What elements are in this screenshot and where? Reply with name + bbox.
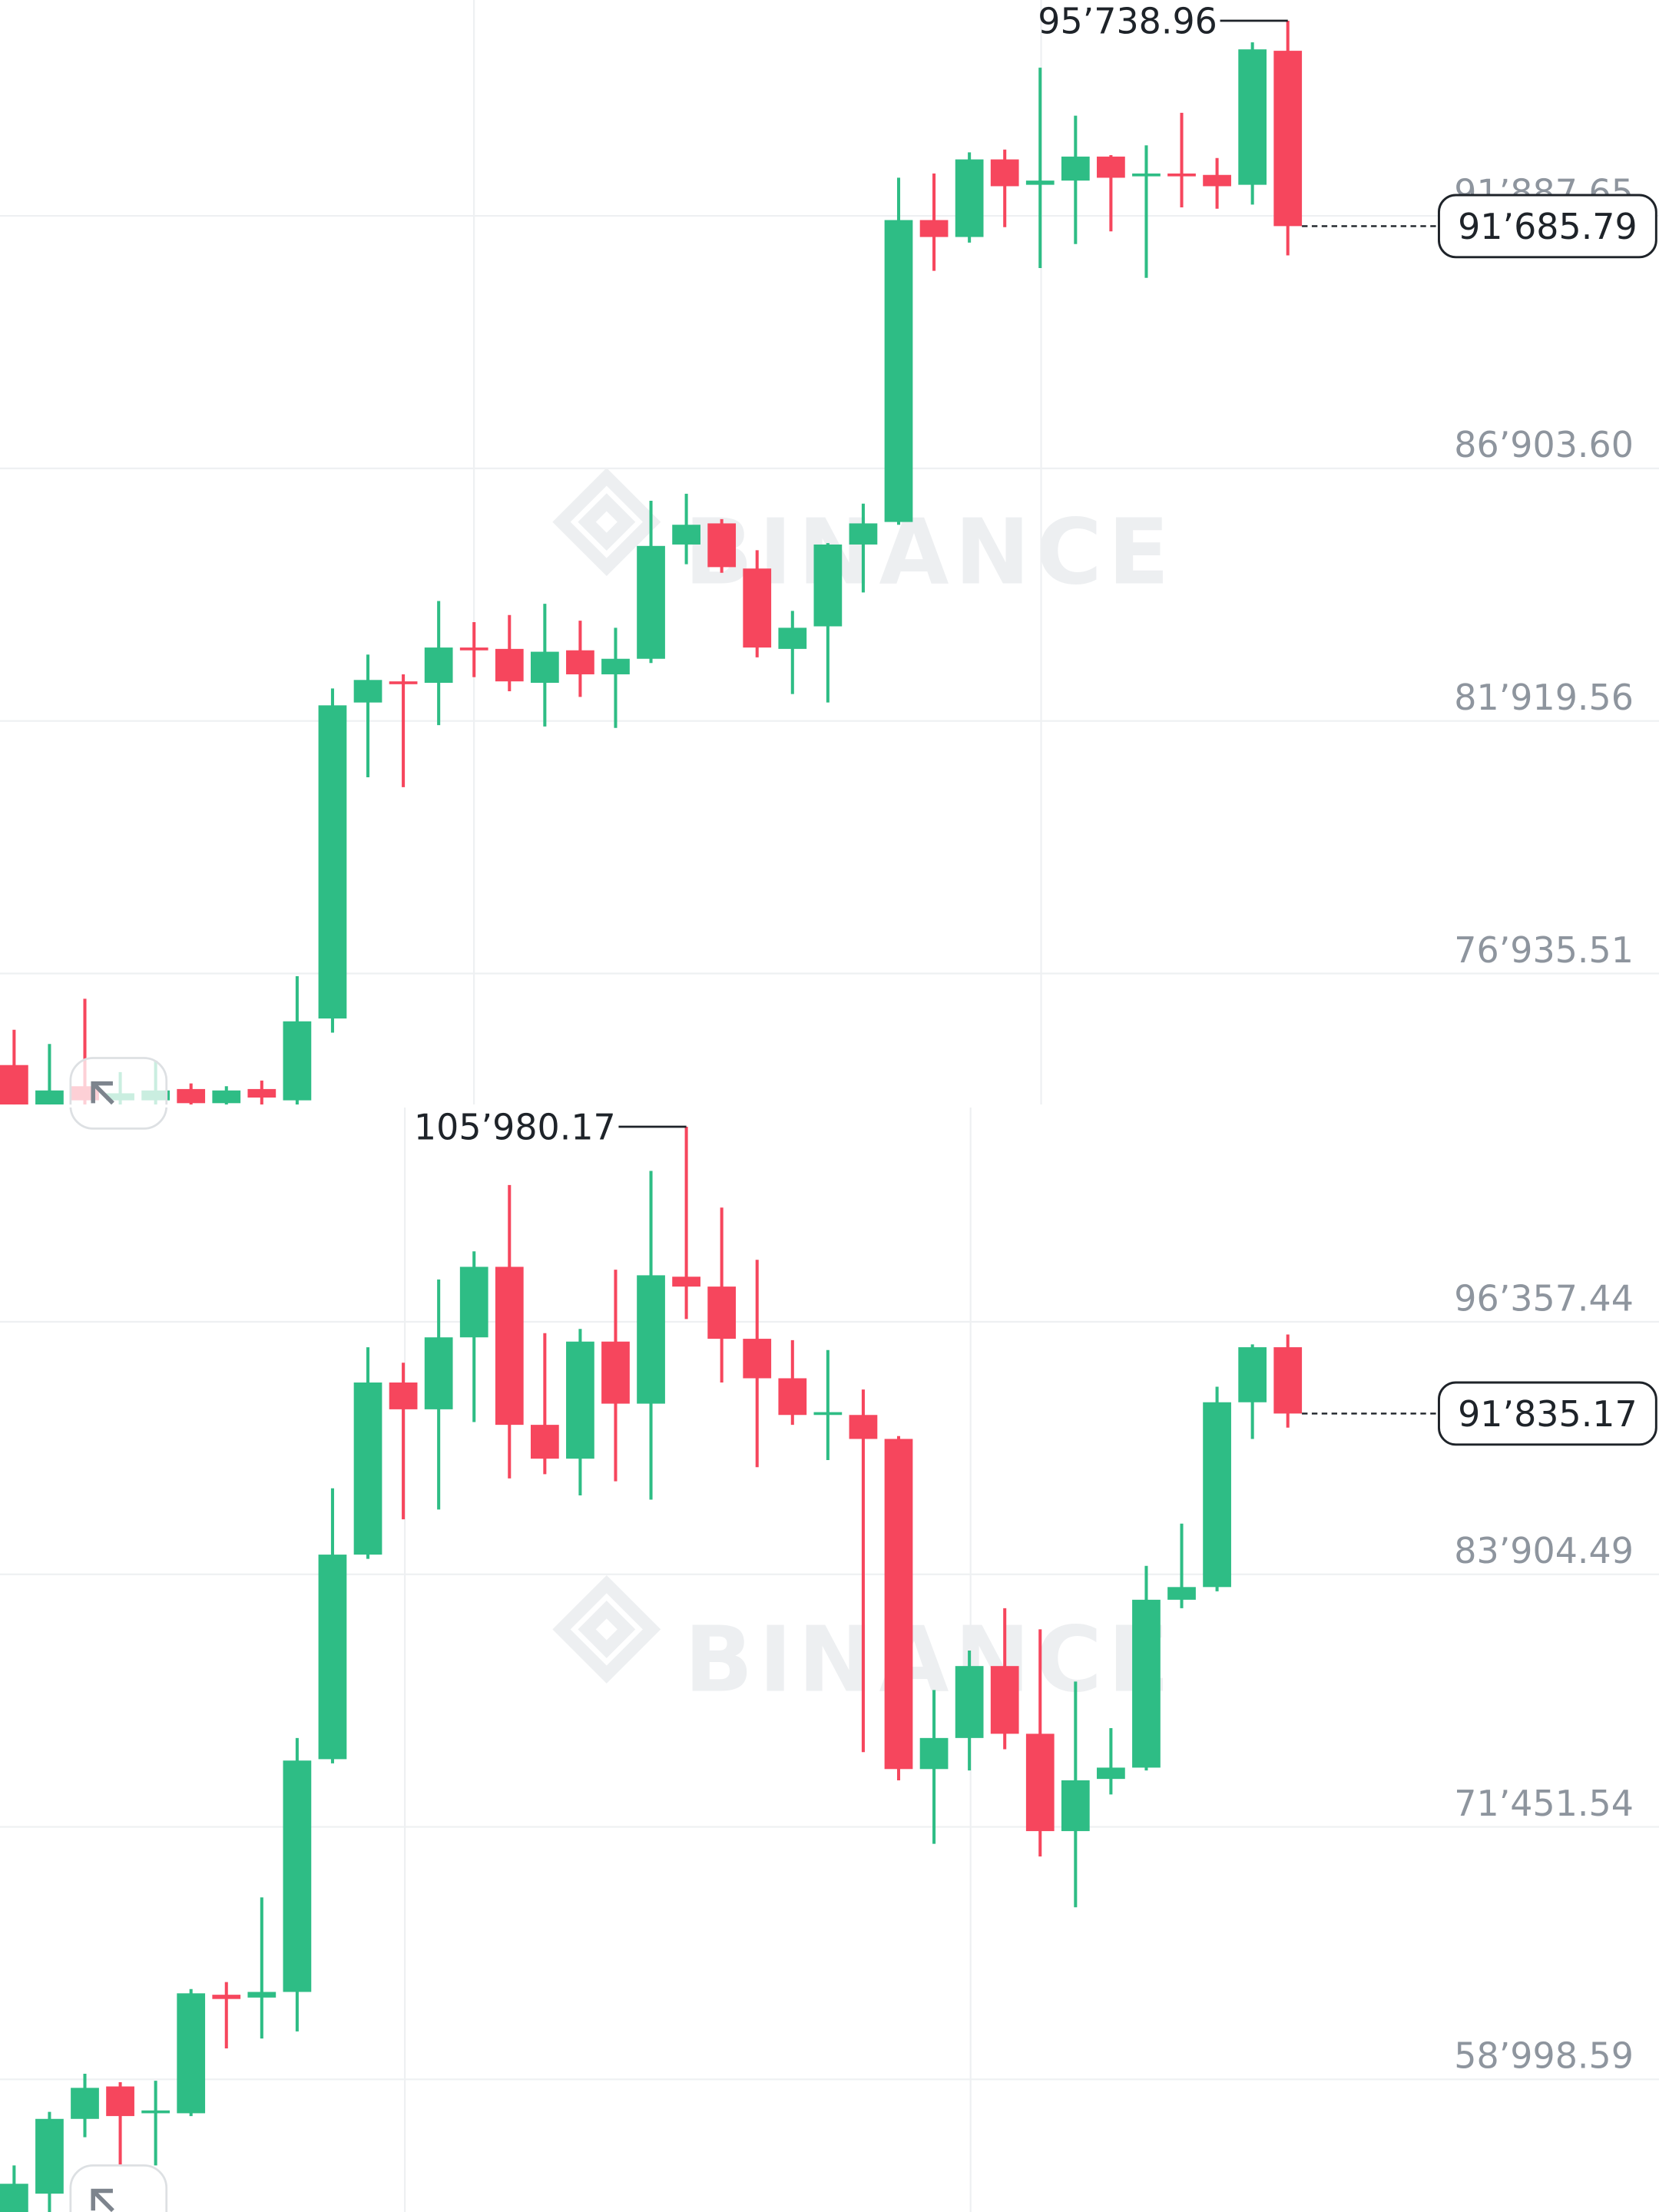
candle-body [0, 1065, 28, 1105]
y-tick-label: 81’919.56 [1454, 677, 1634, 718]
last-price-label: 91’835.17 [1458, 1393, 1637, 1435]
y-tick-label: 86’903.60 [1454, 424, 1634, 465]
candle-body [141, 2110, 170, 2114]
candle-body [566, 1341, 594, 1459]
candle-body [1025, 1734, 1055, 1832]
candle-body [1097, 156, 1125, 178]
candle-body [955, 159, 984, 237]
candle-body [1132, 1599, 1161, 1768]
y-tick-label: 96’357.44 [1454, 1277, 1634, 1319]
candle-body [990, 1666, 1019, 1734]
candle-body [459, 647, 488, 651]
last-price-label: 91’685.79 [1458, 206, 1637, 247]
candle-body [919, 1737, 949, 1770]
candle-body [743, 1339, 772, 1379]
y-tick-label: 58’998.59 [1454, 2035, 1634, 2077]
button-frame[interactable] [69, 1057, 168, 1130]
candle-body [459, 1267, 488, 1338]
candle-body [212, 1090, 241, 1104]
candle-body [530, 651, 559, 683]
candle-body [106, 2086, 134, 2117]
candle-body [672, 525, 700, 545]
watermark-logo [552, 468, 661, 1684]
panel: BINANCE91’887.6586’903.6081’919.5676’935… [0, 1, 1659, 1105]
candle-body [919, 220, 949, 237]
candle-body [283, 1021, 312, 1101]
candle-body [1061, 156, 1090, 181]
button-icon [91, 2188, 114, 2212]
candle-body [530, 1425, 559, 1459]
candle-body [424, 1337, 453, 1409]
candle-body [743, 568, 772, 648]
candle-body [849, 523, 878, 545]
candle-body [247, 1088, 276, 1098]
candle-body [955, 1666, 984, 1738]
candle-body [495, 648, 524, 682]
high-label: 95’738.96 [1038, 1, 1217, 42]
button-icon [91, 1081, 114, 1105]
watermark: BINANCE [684, 1607, 1175, 1712]
last-price-box [1438, 194, 1657, 259]
candle-body [1097, 1767, 1125, 1780]
candle-body [35, 2118, 64, 2194]
candle-body [495, 1267, 524, 1426]
candle-body [1273, 1347, 1303, 1414]
candle-body [566, 650, 594, 674]
candle-body [389, 681, 418, 684]
candle-body [212, 1995, 241, 1999]
candle-body [353, 1382, 382, 1555]
scroll-button[interactable] [69, 1057, 168, 2212]
candle-body [1025, 180, 1055, 185]
candle-body [0, 2184, 28, 2212]
y-tick-label: 83’904.49 [1454, 1530, 1634, 1571]
candle-body [637, 1275, 665, 1404]
candle-body [177, 1993, 206, 2114]
candle-body [247, 1992, 276, 1998]
candle-body [849, 1415, 878, 1439]
candle-body [283, 1760, 312, 1992]
button-frame[interactable] [69, 2164, 168, 2212]
candle-body [177, 1088, 206, 1104]
candle-body [35, 1090, 64, 1105]
candle-body [778, 1378, 807, 1416]
y-tick-label: 76’935.51 [1454, 929, 1634, 971]
candle-body [672, 1277, 700, 1287]
candle-body [424, 647, 453, 683]
candle-body [318, 1555, 347, 1760]
panel: BINANCE 96’357.44 83’904.49 71’451.54 58’998… [0, 1106, 1659, 2212]
high-label: 105’980.17 [414, 1106, 616, 1147]
candle-body [1061, 1780, 1090, 1832]
candle-body [707, 523, 737, 568]
candle-body [1238, 49, 1267, 185]
candle-body [601, 658, 630, 674]
candle-body [707, 1286, 737, 1339]
candle-body [1167, 1587, 1196, 1600]
candle-body [884, 1439, 913, 1770]
candle-body [884, 220, 913, 522]
candle-body [1238, 1347, 1267, 1402]
candle-body [353, 680, 382, 703]
candle-body [71, 2088, 99, 2119]
candle-body [637, 545, 665, 659]
candle-body [1132, 173, 1161, 177]
candle-body [1203, 1402, 1231, 1588]
candle-body [990, 159, 1019, 187]
candle-body [1167, 173, 1196, 177]
candle-body [1203, 174, 1231, 187]
candle-body [813, 544, 843, 627]
y-tick-label: 71’451.54 [1454, 1783, 1634, 1824]
candle-body [389, 1382, 418, 1409]
candle-body [778, 628, 807, 649]
candle-body [601, 1341, 630, 1404]
last-price-box [1438, 1381, 1657, 1446]
candle-body [813, 1412, 843, 1416]
candle-body [318, 705, 347, 1019]
candle-body [1273, 51, 1303, 227]
